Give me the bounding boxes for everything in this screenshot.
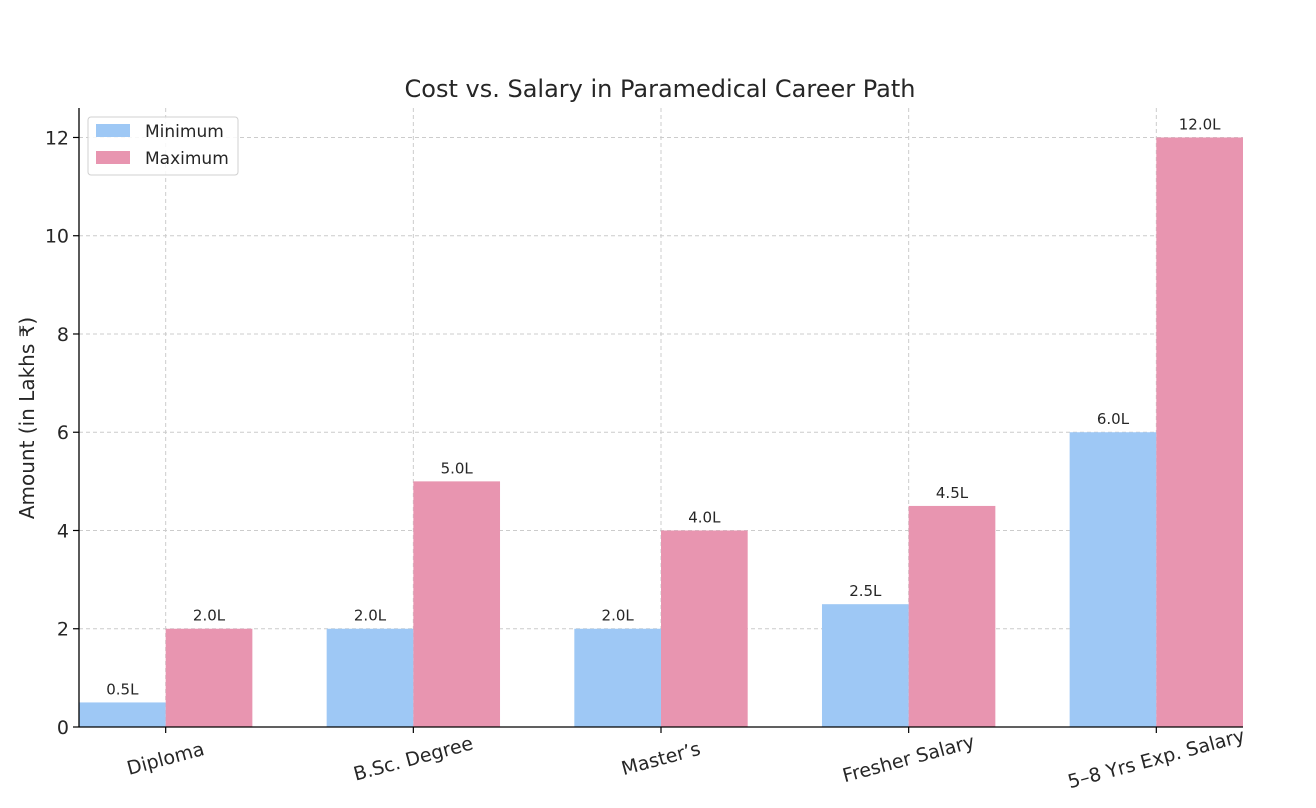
legend-label-minimum: Minimum (145, 122, 224, 142)
y-tick-label: 10 (45, 226, 69, 248)
bar-minimum (574, 628, 661, 727)
legend-label-maximum: Maximum (145, 149, 229, 169)
bar-maximum (1156, 137, 1243, 727)
y-tick-label: 4 (57, 520, 69, 542)
bar-maximum (908, 505, 996, 727)
bar-minimum (79, 702, 166, 727)
data-label: 0.5L (106, 680, 139, 698)
data-label: 5.0L (441, 459, 474, 477)
x-ticks-layer: Diploma B.Sc. Degree Master’s Fresher Salar… (125, 725, 1247, 793)
data-label: 2.0L (193, 607, 226, 625)
data-label: 4.5L (936, 484, 969, 502)
x-tick-label: 5–8 Yrs Exp. Salary (1065, 725, 1247, 793)
bar-minimum (821, 604, 909, 727)
bar-maximum (413, 481, 501, 727)
y-tick-label: 12 (45, 127, 69, 149)
chart-title: Cost vs. Salary in Paramedical Career Pa… (405, 75, 916, 103)
x-tick-label: Diploma (125, 738, 207, 780)
y-tick-label: 2 (57, 619, 69, 641)
y-axis-label: Amount (in Lakhs ₹) (15, 317, 39, 519)
x-tick-label: B.Sc. Degree (351, 732, 475, 785)
x-tick-label: Master’s (619, 738, 703, 780)
legend-swatch-minimum (96, 124, 130, 137)
y-tick-label: 6 (57, 422, 69, 444)
x-tick-label: Fresher Salary (840, 731, 977, 787)
bars-layer (79, 137, 1243, 727)
data-label: 4.0L (688, 508, 721, 526)
bar-maximum (165, 628, 253, 727)
bar-minimum (326, 628, 414, 727)
legend: Minimum Maximum (87, 116, 239, 176)
data-label: 2.5L (849, 582, 882, 600)
y-tick-label: 0 (57, 717, 69, 739)
bar-minimum (1069, 432, 1157, 727)
y-tick-label: 8 (57, 324, 69, 346)
bar-maximum (661, 530, 748, 727)
data-labels-layer: 0.5L 2.0L 2.0L 2.5L 6.0L 2.0L 5.0L 4.0L 4.5L 12.0… (106, 115, 1221, 698)
data-label: 6.0L (1097, 410, 1130, 428)
data-label: 2.0L (602, 607, 635, 625)
data-label: 2.0L (354, 607, 387, 625)
y-ticks-layer: 0 2 4 6 8 10 12 (45, 127, 79, 739)
data-label: 12.0L (1179, 115, 1221, 133)
legend-swatch-maximum (96, 151, 130, 164)
